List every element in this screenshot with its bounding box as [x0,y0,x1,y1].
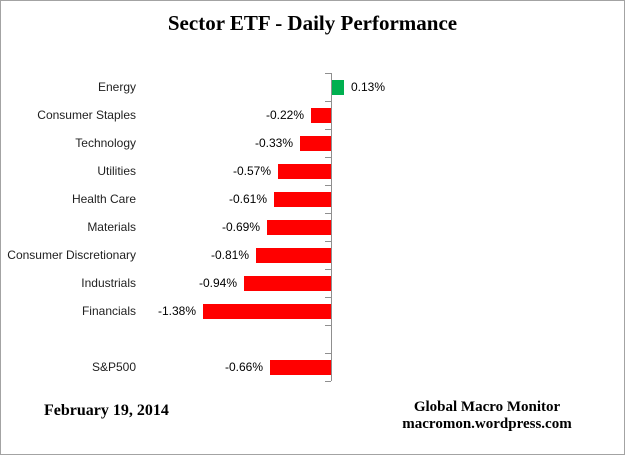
category-label: Industrials [81,276,136,290]
axis-tick [325,101,331,102]
bar [270,360,331,375]
source-url: macromon.wordpress.com [402,416,572,432]
axis-tick [325,129,331,130]
category-label: Materials [87,220,136,234]
bar [267,220,331,235]
data-label: -0.69% [221,220,260,234]
axis-tick [325,381,331,382]
zero-axis-line [331,73,332,381]
category-label: Technology [75,136,136,150]
category-label [1,325,136,353]
category-label: Consumer Discretionary [7,248,136,262]
bar [278,164,331,179]
bar [311,108,331,123]
data-label: -0.57% [232,164,271,178]
axis-tick [325,185,331,186]
data-label: -0.61% [228,192,267,206]
chart-title: Sector ETF - Daily Performance [167,11,458,35]
category-label: Health Care [71,192,136,206]
axis-tick [325,353,331,354]
data-label: -0.81% [210,248,249,262]
category-label: Utilities [97,164,136,178]
data-label: -1.38% [157,304,196,318]
category-label: Consumer Staples [37,108,136,122]
data-label: 0.13% [351,80,386,94]
axis-tick [325,297,331,298]
axis-tick [325,269,331,270]
axis-tick [325,157,331,158]
category-label: Financials [81,304,136,318]
data-label: -0.33% [254,136,293,150]
category-label: S&P500 [91,360,136,374]
axis-tick [325,73,331,74]
chart-date: February 19, 2014 [44,402,169,419]
axis-tick [325,325,331,326]
bar [332,80,344,95]
axis-tick [325,241,331,242]
bar [274,192,331,207]
bar [244,276,331,291]
bar [203,304,331,319]
data-label: -0.22% [265,108,304,122]
data-label: -0.66% [224,360,263,374]
source-name: Global Macro Monitor [413,399,561,415]
axis-tick [325,213,331,214]
category-label: Energy [97,80,136,94]
data-label: -0.94% [198,276,237,290]
source-attribution: Global Macro Monitor macromon.wordpress.… [357,399,617,433]
bar [256,248,331,263]
bar [300,136,331,151]
